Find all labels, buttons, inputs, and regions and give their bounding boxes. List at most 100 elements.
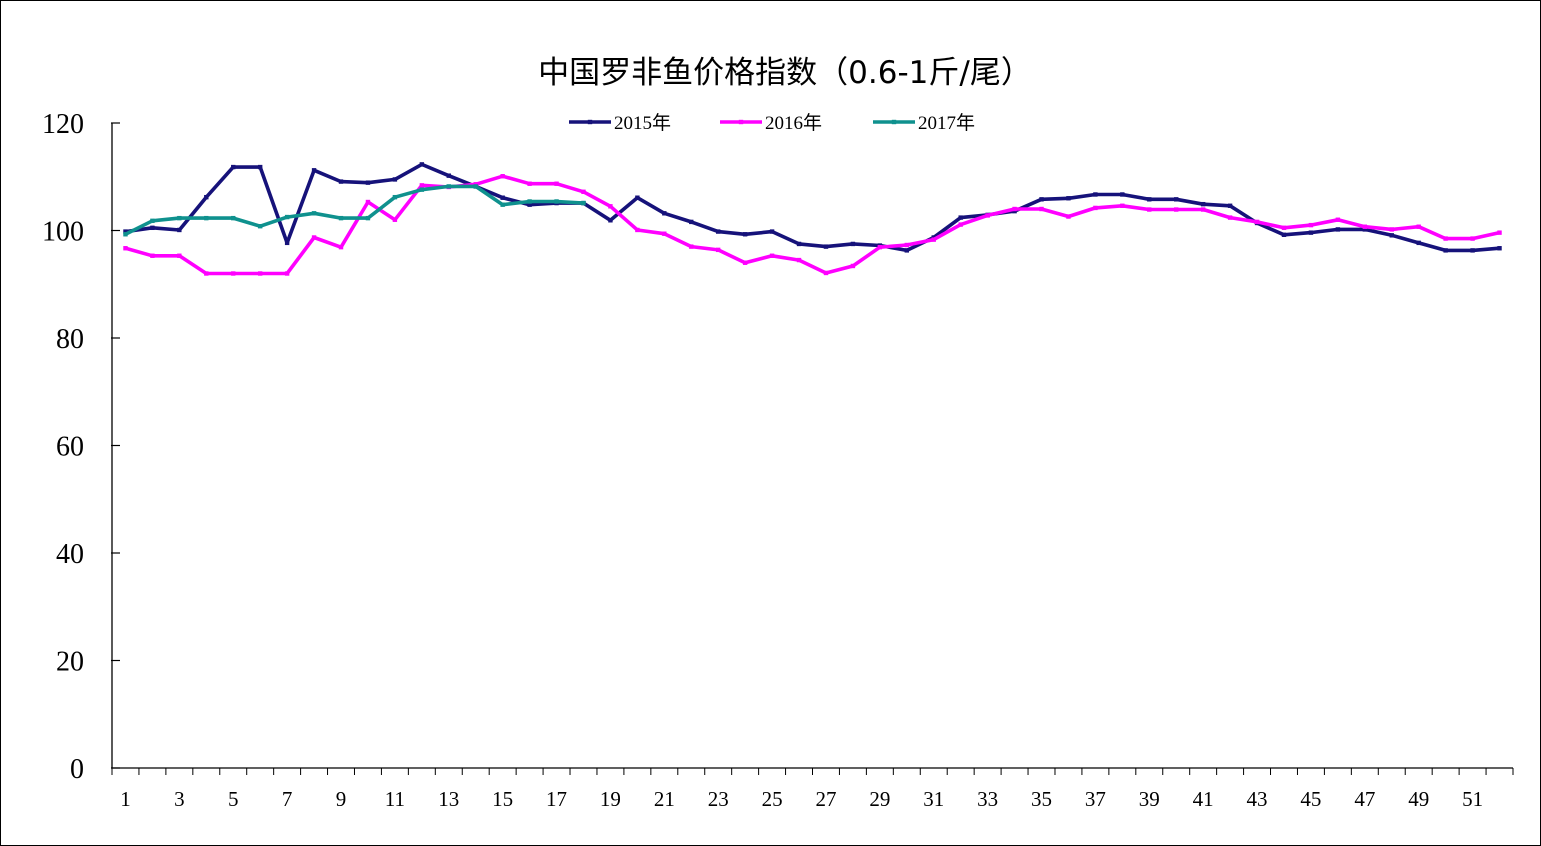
data-point (392, 177, 398, 182)
data-point (662, 211, 667, 216)
data-point (311, 211, 317, 216)
data-point (581, 189, 586, 194)
legend-marker (891, 119, 897, 125)
series-3 (123, 184, 586, 237)
data-point (1147, 207, 1152, 212)
data-point (1200, 201, 1206, 207)
x-tick-label: 3 (174, 787, 185, 811)
x-tick-label: 43 (1247, 787, 1268, 811)
x-tick-label: 13 (438, 787, 459, 811)
data-point (150, 253, 155, 258)
data-point (931, 237, 936, 242)
legend-item-2: 2016年 (720, 112, 822, 134)
x-tick-label: 31 (923, 787, 944, 811)
legend-item-3: 2017年 (873, 112, 975, 134)
data-point (1093, 192, 1098, 197)
data-point (338, 215, 344, 221)
x-tick-label: 9 (336, 787, 347, 811)
data-point (823, 270, 829, 276)
data-point (257, 271, 263, 276)
data-point (150, 225, 155, 231)
data-point (877, 244, 883, 250)
data-point (365, 180, 371, 185)
x-tick-label: 15 (492, 787, 513, 811)
x-tick-label: 25 (762, 787, 783, 811)
data-point (1039, 206, 1044, 212)
data-point (769, 229, 775, 234)
data-point (311, 168, 317, 173)
data-point (958, 222, 963, 227)
data-point (419, 183, 425, 188)
data-point (742, 232, 748, 237)
series-layer (123, 162, 1502, 276)
x-tick-label: 21 (654, 787, 675, 811)
data-point (1120, 203, 1125, 208)
y-tick-label: 0 (70, 754, 84, 785)
data-point (527, 181, 532, 186)
series-line (123, 184, 586, 237)
data-point (850, 263, 856, 269)
x-tick-label: 39 (1139, 787, 1160, 811)
data-point (1281, 232, 1287, 237)
data-point (446, 184, 451, 189)
legend-marker (587, 119, 593, 125)
data-point (284, 214, 290, 220)
data-point (177, 227, 182, 233)
data-point (635, 227, 640, 233)
data-point (231, 215, 236, 221)
data-point (1227, 203, 1233, 208)
x-tick-label: 35 (1031, 787, 1052, 811)
data-point (1470, 248, 1475, 253)
data-point (204, 194, 209, 200)
y-tick-label: 60 (56, 432, 84, 463)
data-point (527, 199, 532, 204)
data-point (608, 204, 613, 209)
series-line (123, 174, 1502, 276)
x-tick-label: 37 (1085, 787, 1106, 811)
x-tick-label: 51 (1462, 787, 1483, 811)
data-point (392, 194, 398, 200)
data-point (823, 244, 829, 249)
x-tick-label: 33 (977, 787, 998, 811)
legend-label: 2016年 (765, 112, 822, 134)
x-tick-label: 41 (1193, 787, 1214, 811)
data-point (850, 241, 856, 247)
data-point (1174, 207, 1179, 212)
data-point (689, 244, 694, 249)
data-point (554, 199, 559, 204)
data-point (257, 164, 263, 170)
data-point (473, 184, 478, 189)
x-tick-label: 29 (869, 787, 890, 811)
data-point (635, 195, 640, 200)
data-point (1147, 197, 1152, 202)
data-point (1335, 217, 1341, 222)
data-point (231, 164, 236, 170)
data-point (1039, 197, 1044, 202)
x-tick-label: 47 (1354, 787, 1375, 811)
data-point (500, 174, 505, 179)
data-point (904, 248, 909, 253)
y-tick-label: 120 (42, 109, 84, 140)
y-tick-label: 20 (56, 647, 84, 678)
data-point (958, 215, 963, 220)
y-tick-label: 40 (56, 539, 84, 570)
data-point (1281, 225, 1287, 231)
series-2 (123, 174, 1502, 276)
data-point (1362, 227, 1368, 232)
legend-label: 2015年 (614, 112, 671, 134)
data-point (796, 257, 802, 263)
data-point (716, 247, 721, 253)
legend-item-1: 2015年 (569, 112, 671, 134)
data-point (500, 202, 505, 207)
data-point (1389, 233, 1394, 238)
data-point (554, 181, 559, 186)
data-point (500, 195, 505, 200)
x-tick-label: 49 (1408, 787, 1429, 811)
data-point (446, 173, 451, 178)
chart-title: 中国罗非鱼价格指数（0.6-1斤/尾） (538, 55, 1032, 91)
data-point (392, 217, 398, 222)
x-tick-label: 19 (600, 787, 621, 811)
data-point (1497, 230, 1502, 235)
data-point (1497, 246, 1502, 251)
